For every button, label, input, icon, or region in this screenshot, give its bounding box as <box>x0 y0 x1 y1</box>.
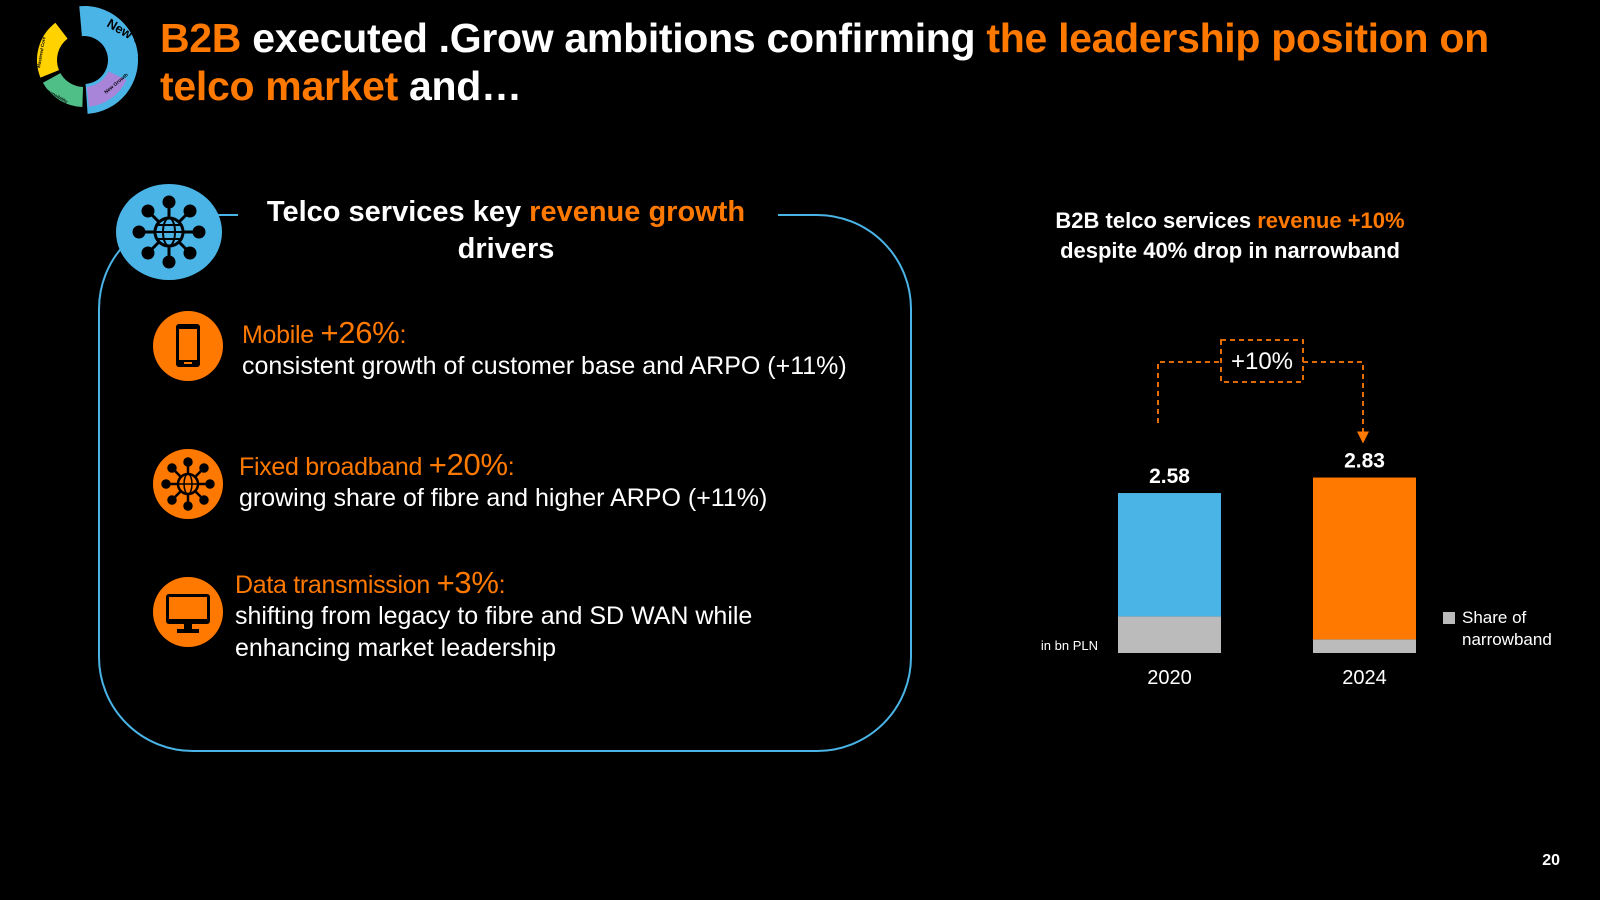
driver-data-desc-line-2: enhancing market leadership <box>235 634 557 662</box>
strategy-wheel-logo: New Opportunities New Growth Responsibil… <box>30 5 140 114</box>
driver-mobile: Mobile +26%: consistent growth of custom… <box>242 315 922 382</box>
driver-mobile-desc: consistent growth of customer base and A… <box>242 352 847 380</box>
legend-label-line-1: Share of <box>1462 608 1527 627</box>
x-tick-label-2024: 2024 <box>1342 667 1387 689</box>
growth-bracket-right <box>1303 361 1364 434</box>
panel-title-part-3: drivers <box>457 233 555 265</box>
data-label-2024: 2.83 <box>1344 450 1385 473</box>
title-part-4: and… <box>397 63 522 109</box>
title-part-2: executed .Grow ambitions confirming <box>241 15 987 61</box>
driver-mobile-heading: Mobile +26%: <box>242 315 922 350</box>
page-title: B2B executed .Grow ambitions confirming … <box>160 14 1580 110</box>
unit-label: in bn PLN <box>1041 638 1098 653</box>
driver-broadband-name: Fixed broadband <box>239 453 429 481</box>
driver-broadband-pct: +20% <box>428 447 508 482</box>
title-part-1: B2B <box>160 15 242 61</box>
page-number: 20 <box>1542 852 1560 869</box>
logo-segment-4: Mastered Core <box>36 36 46 68</box>
globe-network-icon <box>153 449 223 519</box>
panel-title: Telco services key revenue growth driver… <box>236 194 776 268</box>
driver-data-desc-line-1: shifting from legacy to fibre and SD WAN… <box>235 602 753 630</box>
smartphone-icon <box>153 311 223 381</box>
bar-narrowband-2024 <box>1313 639 1416 653</box>
driver-broadband-desc: growing share of fibre and higher ARPO (… <box>239 484 768 512</box>
bar-other-2024 <box>1313 477 1416 640</box>
legend-swatch-narrowband <box>1443 612 1455 624</box>
driver-data-heading: Data transmission +3%: <box>235 565 915 600</box>
growth-label: +10% <box>1231 348 1293 375</box>
panel-title-gap <box>238 208 778 220</box>
chart-title-part-1: B2B telco services <box>1055 208 1258 233</box>
chart-title-part-3: despite 40% drop in narrowband <box>1060 238 1400 263</box>
data-label-2020: 2.58 <box>1149 465 1190 488</box>
legend-label-line-2: narrowband <box>1462 630 1552 649</box>
driver-broadband: Fixed broadband +20%: growing share of f… <box>239 447 919 514</box>
driver-broadband-heading: Fixed broadband +20%: <box>239 447 919 482</box>
driver-data-pct: +3% <box>436 565 499 600</box>
driver-data-transmission: Data transmission +3%: shifting from leg… <box>235 565 915 664</box>
monitor-icon <box>153 577 223 647</box>
panel-title-part-2: revenue growth <box>529 196 746 228</box>
chart-title: B2B telco services revenue +10% despite … <box>1020 206 1440 266</box>
driver-mobile-name: Mobile <box>242 321 321 349</box>
panel-title-part-1: Telco services key <box>266 196 530 228</box>
x-tick-label-2020: 2020 <box>1147 667 1192 689</box>
driver-data-suffix: : <box>498 571 506 599</box>
driver-mobile-suffix: : <box>399 321 407 349</box>
growth-bracket-left <box>1157 361 1221 424</box>
bar-other-2020 <box>1118 493 1221 617</box>
bar-narrowband-2020 <box>1118 616 1221 653</box>
chart-title-part-2: revenue +10% <box>1257 208 1405 233</box>
growth-label-box <box>1220 339 1304 383</box>
driver-data-name: Data transmission <box>235 571 437 599</box>
driver-broadband-suffix: : <box>507 453 515 481</box>
driver-mobile-pct: +26% <box>320 315 400 350</box>
title-part-3: the leadership position on telco market <box>160 15 1489 109</box>
globe-network-icon <box>116 184 222 280</box>
growth-arrowhead <box>1357 431 1369 444</box>
